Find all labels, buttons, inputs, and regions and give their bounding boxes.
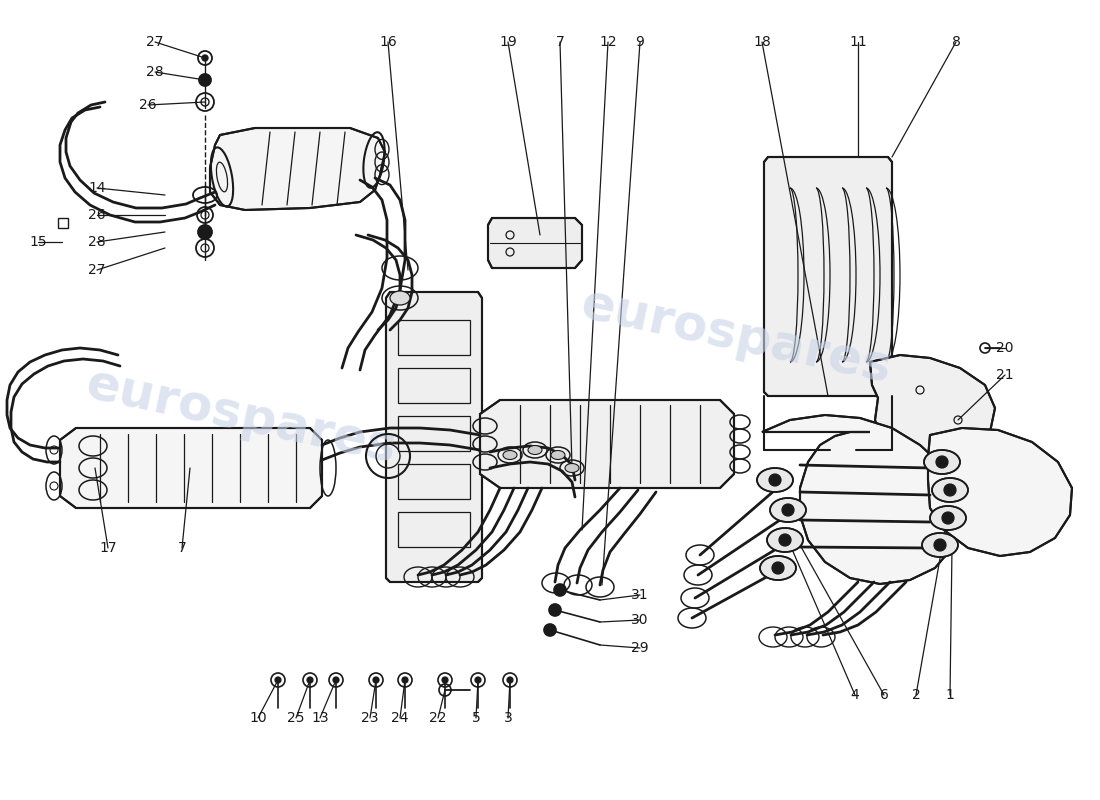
Text: 13: 13 bbox=[311, 711, 329, 725]
Circle shape bbox=[373, 677, 380, 683]
Text: 27: 27 bbox=[146, 35, 164, 49]
Polygon shape bbox=[488, 218, 582, 268]
Text: 6: 6 bbox=[880, 688, 889, 702]
Polygon shape bbox=[386, 292, 482, 582]
Ellipse shape bbox=[760, 556, 796, 580]
Ellipse shape bbox=[922, 533, 958, 557]
Circle shape bbox=[547, 627, 553, 633]
Circle shape bbox=[307, 677, 314, 683]
Text: 21: 21 bbox=[997, 368, 1014, 382]
Circle shape bbox=[942, 512, 954, 524]
Text: 15: 15 bbox=[30, 235, 47, 249]
Text: 20: 20 bbox=[997, 341, 1014, 355]
Text: 17: 17 bbox=[99, 541, 117, 555]
Ellipse shape bbox=[932, 478, 968, 502]
Text: 12: 12 bbox=[600, 35, 617, 49]
Polygon shape bbox=[60, 428, 322, 508]
Ellipse shape bbox=[551, 450, 565, 459]
Circle shape bbox=[769, 474, 781, 486]
Text: 7: 7 bbox=[177, 541, 186, 555]
Ellipse shape bbox=[924, 450, 960, 474]
Text: 14: 14 bbox=[88, 181, 106, 195]
Text: 23: 23 bbox=[361, 711, 378, 725]
Ellipse shape bbox=[528, 446, 542, 454]
Polygon shape bbox=[480, 400, 734, 488]
Polygon shape bbox=[870, 355, 996, 462]
Text: 8: 8 bbox=[952, 35, 960, 49]
Text: 7: 7 bbox=[556, 35, 564, 49]
Text: 4: 4 bbox=[850, 688, 859, 702]
Circle shape bbox=[544, 624, 556, 636]
Circle shape bbox=[402, 677, 408, 683]
Circle shape bbox=[199, 74, 211, 86]
Text: 26: 26 bbox=[140, 98, 157, 112]
Text: 27: 27 bbox=[88, 263, 106, 277]
Circle shape bbox=[202, 55, 208, 61]
Polygon shape bbox=[210, 128, 385, 210]
Circle shape bbox=[333, 677, 339, 683]
Circle shape bbox=[944, 484, 956, 496]
Text: 5: 5 bbox=[472, 711, 481, 725]
Text: 28: 28 bbox=[88, 235, 106, 249]
Text: 22: 22 bbox=[429, 711, 447, 725]
Circle shape bbox=[772, 562, 784, 574]
Polygon shape bbox=[764, 157, 892, 396]
Circle shape bbox=[934, 539, 946, 551]
Text: 11: 11 bbox=[849, 35, 867, 49]
Ellipse shape bbox=[390, 291, 410, 305]
Circle shape bbox=[475, 677, 481, 683]
Ellipse shape bbox=[767, 528, 803, 552]
Ellipse shape bbox=[930, 506, 966, 530]
Text: 19: 19 bbox=[499, 35, 517, 49]
Text: eurospares: eurospares bbox=[82, 360, 402, 472]
Circle shape bbox=[779, 534, 791, 546]
Circle shape bbox=[275, 677, 280, 683]
Circle shape bbox=[442, 677, 448, 683]
Text: 30: 30 bbox=[631, 613, 649, 627]
Ellipse shape bbox=[770, 498, 806, 522]
Text: 2: 2 bbox=[912, 688, 921, 702]
Polygon shape bbox=[762, 415, 960, 584]
Ellipse shape bbox=[503, 450, 517, 459]
Text: 24: 24 bbox=[392, 711, 409, 725]
Ellipse shape bbox=[565, 463, 579, 473]
Circle shape bbox=[557, 587, 563, 593]
Text: 28: 28 bbox=[146, 65, 164, 79]
Text: eurospares: eurospares bbox=[578, 280, 896, 392]
Text: 26: 26 bbox=[88, 208, 106, 222]
Text: 1: 1 bbox=[946, 688, 955, 702]
Circle shape bbox=[554, 584, 566, 596]
Circle shape bbox=[198, 225, 212, 239]
Text: 16: 16 bbox=[379, 35, 397, 49]
Circle shape bbox=[552, 607, 558, 613]
Circle shape bbox=[507, 677, 513, 683]
Text: 18: 18 bbox=[754, 35, 771, 49]
Text: 29: 29 bbox=[631, 641, 649, 655]
Text: 25: 25 bbox=[287, 711, 305, 725]
Ellipse shape bbox=[757, 468, 793, 492]
Polygon shape bbox=[928, 428, 1072, 556]
Text: 10: 10 bbox=[250, 711, 267, 725]
Circle shape bbox=[549, 604, 561, 616]
Circle shape bbox=[782, 504, 794, 516]
Text: 9: 9 bbox=[636, 35, 645, 49]
Text: 31: 31 bbox=[631, 588, 649, 602]
Text: 3: 3 bbox=[504, 711, 513, 725]
Circle shape bbox=[936, 456, 948, 468]
